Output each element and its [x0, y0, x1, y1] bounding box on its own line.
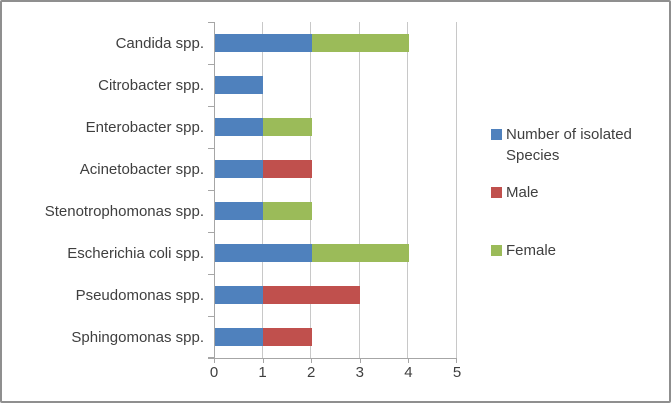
bar-row	[215, 106, 457, 148]
bar-row	[215, 148, 457, 190]
bar-candida-spp	[215, 34, 457, 52]
bar-segment-number-of-isolated-species	[215, 286, 264, 304]
x-axis-tick	[359, 358, 361, 363]
x-axis-tick	[262, 358, 264, 363]
legend-swatch-male-icon	[491, 187, 502, 198]
bar-segment-number-of-isolated-species	[215, 328, 264, 346]
bar-citrobacter-spp	[215, 76, 457, 94]
gridline	[261, 22, 263, 358]
x-axis-tick	[408, 358, 410, 363]
bar-segment-number-of-isolated-species	[215, 34, 312, 52]
bar-segment-number-of-isolated-species	[215, 160, 264, 178]
category-label: Escherichia coli spp.	[67, 244, 204, 262]
y-axis-tick	[208, 190, 214, 191]
y-axis-tick	[208, 148, 214, 149]
bar-segment-number-of-isolated-species	[215, 118, 264, 136]
x-axis-tick	[456, 358, 457, 363]
bar-segment-female	[311, 244, 409, 262]
bar-row	[215, 232, 457, 274]
bar-rows	[215, 22, 457, 358]
bar-acinetobacter-spp	[215, 160, 457, 178]
bar-row	[215, 316, 457, 358]
x-axis-tick	[311, 358, 313, 363]
gridline	[358, 22, 360, 358]
bar-segment-male	[263, 160, 312, 178]
bar-segment-female	[263, 202, 312, 220]
plot-area	[208, 22, 457, 363]
bar-row	[215, 274, 457, 316]
category-labels: Candida spp. Citrobacter spp. Enterobacter…	[8, 22, 204, 358]
y-axis-tick	[208, 232, 214, 233]
category-label: Candida spp.	[115, 34, 204, 52]
x-axis-tick	[214, 358, 215, 363]
category-label: Stenotrophomonas spp.	[44, 202, 204, 220]
bar-segment-number-of-isolated-species	[215, 202, 264, 220]
category-label: Enterobacter spp.	[85, 118, 204, 136]
legend-item-female: Female	[491, 240, 663, 261]
x-axis-tick-labels: 0 1 2 3 4 5	[210, 364, 461, 384]
legend-item-male: Male	[491, 182, 663, 203]
x-axis-line	[208, 358, 457, 359]
bar-segment-number-of-isolated-species	[215, 244, 312, 262]
x-axis-tick-label: 3	[355, 364, 364, 381]
y-axis-tick	[208, 106, 214, 107]
bar-segment-male	[263, 286, 361, 304]
bar-escherichia-coli-spp	[215, 244, 457, 262]
x-axis-tick-label: 4	[404, 364, 413, 381]
category-label: Citrobacter spp.	[98, 76, 204, 94]
category-label: Acinetobacter spp.	[79, 160, 204, 178]
y-axis-line	[214, 22, 215, 358]
x-axis-tick-label: 0	[209, 364, 219, 381]
gridline	[407, 22, 409, 358]
category-label: Pseudomonas spp.	[75, 286, 204, 304]
bar-enterobacter-spp	[215, 118, 457, 136]
x-axis-tick-label: 1	[258, 364, 267, 381]
x-axis-tick-label: 5	[452, 364, 462, 381]
bar-pseudomonas-spp	[215, 286, 457, 304]
legend-label: Number of isolated Species	[506, 126, 632, 164]
y-axis-tick	[208, 22, 214, 23]
x-axis-tick-label: 2	[307, 364, 316, 381]
category-label: Sphingomonas spp.	[71, 328, 204, 346]
bar-row	[215, 22, 457, 64]
y-axis-tick	[208, 316, 214, 317]
legend: Number of isolated Species Male Female	[491, 124, 663, 261]
gridline	[456, 22, 457, 358]
legend-label: Female	[506, 242, 557, 259]
bar-segment-female	[263, 118, 312, 136]
gridline	[310, 22, 312, 358]
legend-item-number-of-isolated-species: Number of isolated Species	[491, 124, 663, 166]
bar-segment-number-of-isolated-species	[215, 76, 264, 94]
legend-swatch-female-icon	[491, 245, 502, 256]
y-axis-tick	[208, 357, 214, 358]
bar-segment-female	[311, 34, 409, 52]
bar-segment-male	[263, 328, 312, 346]
bar-row	[215, 190, 457, 232]
legend-swatch-number-of-isolated-species-icon	[491, 129, 502, 140]
y-axis-tick	[208, 64, 214, 65]
bar-sphingomonas-spp	[215, 328, 457, 346]
legend-label: Male	[506, 184, 539, 201]
bar-row	[215, 64, 457, 106]
y-axis-tick	[208, 274, 214, 275]
bar-stenotrophomonas-spp	[215, 202, 457, 220]
